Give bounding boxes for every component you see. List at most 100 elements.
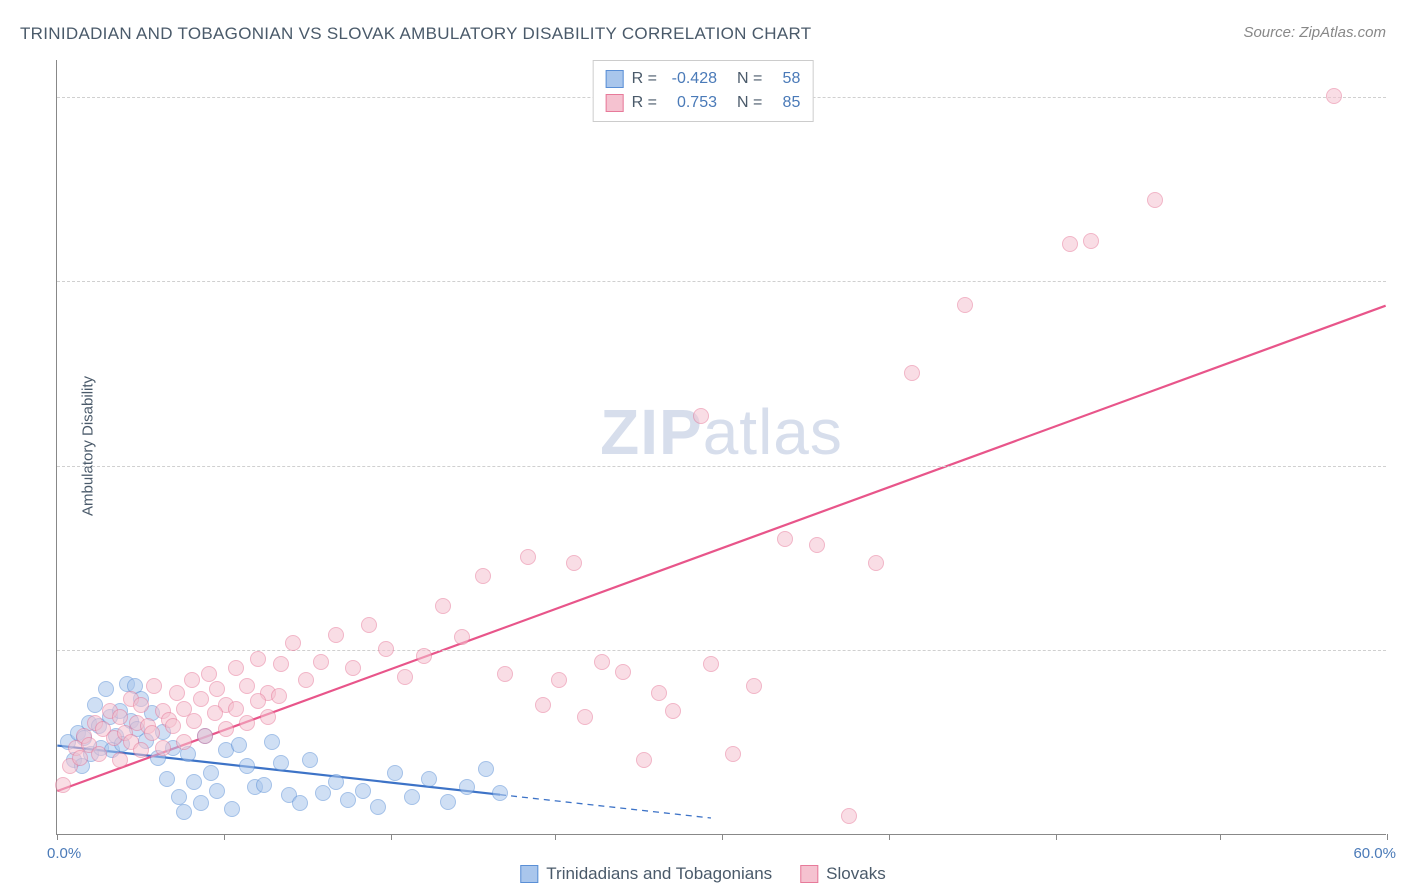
trend-line — [57, 306, 1385, 791]
data-point — [355, 783, 371, 799]
data-point — [209, 681, 225, 697]
data-point — [746, 678, 762, 694]
data-point — [440, 794, 456, 810]
data-point — [378, 641, 394, 657]
data-point — [273, 656, 289, 672]
data-point — [207, 705, 223, 721]
data-point — [239, 715, 255, 731]
data-point — [55, 777, 71, 793]
data-point — [264, 734, 280, 750]
data-point — [397, 669, 413, 685]
data-point — [535, 697, 551, 713]
data-point — [566, 555, 582, 571]
data-point — [171, 789, 187, 805]
data-point — [370, 799, 386, 815]
data-point — [112, 709, 128, 725]
legend-item: Trinidadians and Tobagonians — [520, 864, 772, 884]
data-point — [313, 654, 329, 670]
legend-item: Slovaks — [800, 864, 886, 884]
x-axis-tick-right: 60.0% — [1353, 845, 1396, 862]
data-point — [340, 792, 356, 808]
data-point — [520, 549, 536, 565]
watermark: ZIPatlas — [600, 395, 843, 469]
data-point — [133, 697, 149, 713]
data-point — [454, 629, 470, 645]
data-point — [292, 795, 308, 811]
data-point — [1062, 236, 1078, 252]
data-point — [155, 740, 171, 756]
data-point — [904, 365, 920, 381]
data-point — [577, 709, 593, 725]
stats-legend-row: R = -0.428 N = 58 — [606, 67, 801, 91]
data-point — [169, 685, 185, 701]
data-point — [201, 666, 217, 682]
data-point — [497, 666, 513, 682]
data-point — [273, 755, 289, 771]
x-axis-tick-mark — [224, 834, 225, 840]
data-point — [551, 672, 567, 688]
data-point — [239, 678, 255, 694]
chart-title: TRINIDADIAN AND TOBAGONIAN VS SLOVAK AMB… — [20, 24, 811, 44]
legend-swatch — [520, 865, 538, 883]
stat-r-value: -0.428 — [665, 67, 717, 91]
x-axis-tick-mark — [1387, 834, 1388, 840]
data-point — [1326, 88, 1342, 104]
data-point — [186, 774, 202, 790]
data-point — [231, 737, 247, 753]
data-point — [146, 678, 162, 694]
data-point — [302, 752, 318, 768]
data-point — [112, 752, 128, 768]
legend-label: Slovaks — [826, 864, 886, 884]
stat-r-value: 0.753 — [665, 91, 717, 115]
x-axis-tick-left: 0.0% — [47, 845, 81, 862]
data-point — [651, 685, 667, 701]
stat-n-label: N = — [737, 67, 762, 91]
data-point — [260, 709, 276, 725]
data-point — [345, 660, 361, 676]
data-point — [404, 789, 420, 805]
data-point — [615, 664, 631, 680]
data-point — [478, 761, 494, 777]
data-point — [492, 785, 508, 801]
gridline — [57, 466, 1386, 467]
data-point — [841, 808, 857, 824]
data-point — [176, 804, 192, 820]
x-axis-tick-mark — [1220, 834, 1221, 840]
x-axis-tick-mark — [555, 834, 556, 840]
data-point — [475, 568, 491, 584]
x-axis-tick-mark — [57, 834, 58, 840]
data-point — [250, 693, 266, 709]
data-point — [98, 681, 114, 697]
data-point — [256, 777, 272, 793]
data-point — [328, 774, 344, 790]
data-point — [159, 771, 175, 787]
data-point — [435, 598, 451, 614]
stats-legend: R =-0.428N =58R =0.753N =85 — [593, 60, 814, 122]
legend-swatch — [800, 865, 818, 883]
data-point — [228, 701, 244, 717]
y-axis-tick: 45.0% — [1396, 273, 1406, 290]
gridline — [57, 281, 1386, 282]
trend-lines-layer — [57, 60, 1386, 834]
stat-n-label: N = — [737, 91, 762, 115]
data-point — [693, 408, 709, 424]
data-point — [328, 627, 344, 643]
data-point — [809, 537, 825, 553]
x-axis-tick-mark — [391, 834, 392, 840]
data-point — [421, 771, 437, 787]
data-point — [193, 795, 209, 811]
data-point — [957, 297, 973, 313]
stats-legend-row: R =0.753N =85 — [606, 91, 801, 115]
legend-label: Trinidadians and Tobagonians — [546, 864, 772, 884]
data-point — [1147, 192, 1163, 208]
stat-r-label: R = — [632, 67, 657, 91]
data-point — [228, 660, 244, 676]
data-point — [224, 801, 240, 817]
data-point — [1083, 233, 1099, 249]
data-point — [87, 697, 103, 713]
legend-swatch — [606, 70, 624, 88]
stat-n-value: 58 — [770, 67, 800, 91]
data-point — [165, 718, 181, 734]
data-point — [209, 783, 225, 799]
data-point — [197, 728, 213, 744]
